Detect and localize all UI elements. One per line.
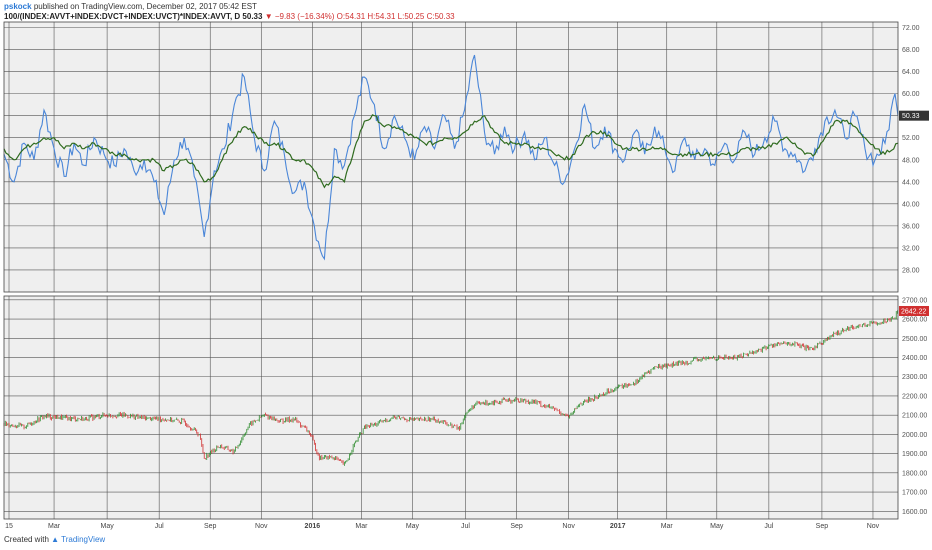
x-tick-label: Mar (48, 523, 61, 530)
chart-header: pskock published on TradingView.com, Dec… (4, 2, 928, 22)
x-tick-label: Nov (867, 523, 880, 530)
last-value: 50.33 (242, 12, 263, 21)
lower-y-tick-label: 2100.00 (902, 413, 927, 420)
upper-last-value-badge (899, 110, 929, 121)
lower-plot-area (4, 296, 898, 519)
x-tick-label: Jul (155, 523, 164, 530)
x-tick-label: May (710, 523, 724, 530)
lower-panel-border (3, 295, 899, 520)
open-value: O:54.31 (336, 12, 366, 21)
upper-plot-area (4, 22, 898, 292)
lower-y-tick-label: 2400.00 (902, 355, 927, 362)
lower-y-tick-label: 1900.00 (902, 451, 927, 458)
x-tick-label: Mar (661, 523, 674, 530)
upper-y-tick-label: 28.00 (902, 267, 920, 274)
x-tick-label: 2016 (305, 523, 321, 530)
upper-y-tick-label: 40.00 (902, 201, 920, 208)
x-tick-label: Nov (562, 523, 575, 530)
symbol-line: 100/(INDEX:AVVT+INDEX:DVCT+INDEX:UVCT)*I… (4, 12, 928, 22)
author-link[interactable]: pskock (4, 2, 32, 11)
lower-last-value-label: 2642.22 (901, 308, 926, 315)
lower-y-tick-label: 2300.00 (902, 374, 927, 381)
close-value: C:50.33 (426, 12, 455, 21)
created-with-text: Created with (4, 535, 49, 544)
symbol-name: 100/(INDEX:AVVT+INDEX:DVCT+INDEX:UVCT)*I… (4, 12, 241, 21)
change-value: ▼ −9.83 (−16.34%) (264, 12, 335, 21)
lower-y-tick-label: 1800.00 (902, 470, 927, 477)
x-tick-label: 2017 (610, 523, 626, 530)
lower-last-value-badge (899, 305, 929, 316)
upper-panel-border (3, 21, 899, 293)
upper-y-tick-label: 36.00 (902, 223, 920, 230)
upper-y-tick-label: 72.00 (902, 25, 920, 32)
footer: Created with ▲ TradingView (4, 535, 105, 544)
green-series-line (3, 114, 899, 189)
x-tick-label: Sep (816, 523, 829, 530)
lower-y-tick-label: 2700.00 (902, 297, 927, 304)
low-value: L:50.25 (397, 12, 425, 21)
x-tick-label: Mar (355, 523, 368, 530)
x-tick-label: Jul (461, 523, 470, 530)
publish-line: pskock published on TradingView.com, Dec… (4, 2, 928, 12)
x-tick-label: Nov (255, 523, 268, 530)
lower-y-tick-label: 1600.00 (902, 509, 927, 516)
upper-y-tick-label: 68.00 (902, 47, 920, 54)
upper-y-tick-label: 32.00 (902, 245, 920, 252)
lower-y-tick-label: 2600.00 (902, 317, 927, 324)
tradingview-link[interactable]: TradingView (61, 535, 106, 544)
x-tick-label: May (406, 523, 420, 530)
published-text: published on TradingView.com, December 0… (33, 2, 257, 11)
tradingview-logo-icon[interactable]: ▲ (51, 535, 60, 544)
lower-y-tick-label: 2500.00 (902, 336, 927, 343)
lower-y-tick-label: 1700.00 (902, 490, 927, 497)
lower-y-tick-label: 2200.00 (902, 393, 927, 400)
upper-y-tick-label: 60.00 (902, 91, 920, 98)
upper-y-tick-label: 44.00 (902, 179, 920, 186)
x-tick-label: 15 (5, 523, 13, 530)
x-tick-label: Jul (764, 523, 773, 530)
upper-y-tick-label: 48.00 (902, 157, 920, 164)
x-tick-label: May (100, 523, 114, 530)
upper-y-tick-label: 52.00 (902, 135, 920, 142)
upper-y-tick-label: 64.00 (902, 69, 920, 76)
blue-series-line (3, 54, 899, 261)
high-value: H:54.31 (367, 12, 396, 21)
x-tick-label: Sep (204, 523, 217, 530)
lower-y-tick-label: 2000.00 (902, 432, 927, 439)
upper-last-value-label: 50.33 (902, 113, 920, 120)
x-tick-label: Sep (510, 523, 523, 530)
